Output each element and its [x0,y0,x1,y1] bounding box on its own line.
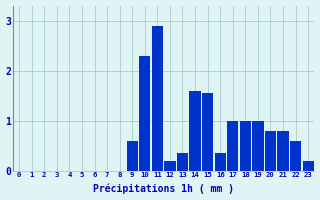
Bar [177,153,188,171]
Bar [214,153,226,171]
Bar [252,121,264,171]
Bar [152,26,163,171]
Bar [265,131,276,171]
Bar [290,141,301,171]
Bar [139,56,150,171]
Bar [202,93,213,171]
Bar [227,121,238,171]
Bar [302,161,314,171]
Bar [126,141,138,171]
X-axis label: Précipitations 1h ( mm ): Précipitations 1h ( mm ) [93,184,234,194]
Bar [189,91,201,171]
Bar [240,121,251,171]
Bar [164,161,176,171]
Bar [277,131,289,171]
